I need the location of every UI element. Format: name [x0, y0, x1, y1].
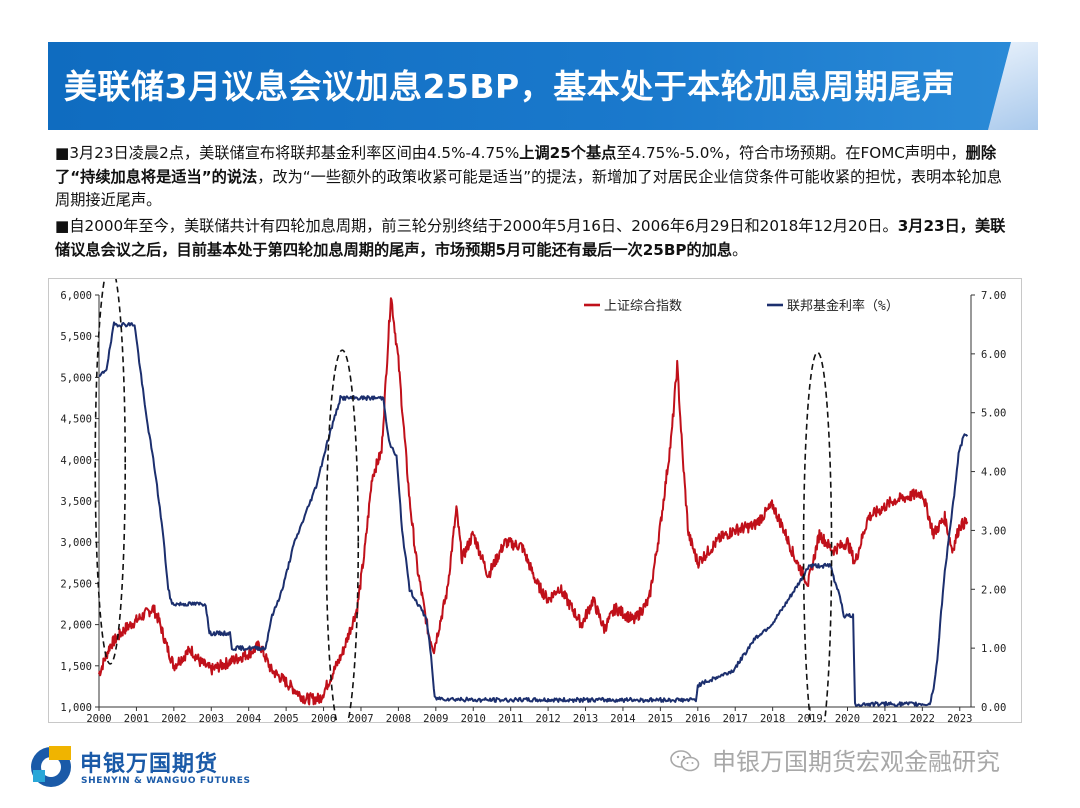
dashed-ellipse-1 [325, 349, 360, 736]
p1-run-2: 至4.75%-5.0%，符合市场预期。在FOMC声明中， [616, 144, 966, 162]
legend-label-0: 上证综合指数 [604, 299, 682, 314]
y-right-tick-label: 1.00 [981, 643, 1006, 655]
footer [25, 740, 77, 790]
x-tick-label: 2023 [947, 713, 972, 722]
watermark-text: 申银万国期货宏观金融研究 [712, 748, 1000, 776]
x-tick-label: 2020 [835, 713, 860, 722]
chart-legend: 上证综合指数 联邦基金利率（%） [584, 298, 899, 314]
series-line-1 [98, 321, 969, 707]
company-name: 申银万国期货 [80, 752, 219, 777]
title-banner [48, 42, 1033, 130]
chart-panel: 1,000 1,500 2,000 2,500 3,000 3,500 4,000 4,500… [48, 263, 1022, 750]
chart-series [98, 297, 969, 707]
wechat-icon [670, 750, 700, 772]
p1-run-1: 上调25个基点 [519, 144, 617, 162]
x-tick-label: 2021 [872, 713, 897, 722]
y-right-tick-label: 0.00 [981, 702, 1006, 714]
x-tick-label: 2009 [423, 713, 448, 722]
y-left-tick-label: 2,500 [60, 578, 92, 590]
page-title: 美联储3月议息会议加息25BP，基本处于本轮加息周期尾声 [64, 67, 956, 106]
y-left-tick-label: 2,000 [60, 620, 92, 632]
p2-run-1: 3月23日，美联储议息会议之后，目前基本处于第四轮加息周期的尾声，市场预期5月可… [55, 217, 1006, 259]
x-tick-label: 2000 [86, 713, 111, 722]
p2-run-0: ■自2000年至今，美联储共计有四轮加息周期，前三轮分别终结于2000年5月16… [55, 217, 898, 235]
paragraph-2: ■自2000年至今，美联储共计有四轮加息周期，前三轮分别终结于2000年5月16… [55, 215, 1015, 262]
x-tick-label: 2010 [461, 713, 486, 722]
x-tick-label: 2003 [199, 713, 224, 722]
x-tick-label: 2018 [760, 713, 785, 722]
y-right-tick-label: 6.00 [981, 349, 1006, 361]
company-logo-icon [31, 746, 71, 787]
y-left-tick-label: 5,000 [60, 372, 92, 384]
x-tick-label: 2001 [124, 713, 149, 722]
x-tick-label: 2006 [311, 713, 336, 722]
p1-run-4: ，改为“一些额外的政策收紧可能是适当”的提法，新增加了对居民企业信贷条件可能收紧… [55, 167, 1002, 210]
y-left-tick-label: 1,500 [60, 661, 92, 673]
y-left-tick-label: 5,500 [60, 331, 92, 343]
chart-axes: 1,000 1,500 2,000 2,500 3,000 3,500 4,000 4,500… [60, 290, 1006, 725]
x-tick-label: 2014 [610, 713, 635, 722]
x-tick-label: 2008 [386, 713, 411, 722]
y-right-tick-label: 5.00 [981, 408, 1006, 420]
y-right-tick-label: 7.00 [981, 290, 1006, 302]
y-left-tick-label: 3,500 [60, 496, 92, 508]
p1-run-3: 删除了“持续加息将是适当”的说法 [55, 144, 997, 186]
x-tick-label: 2004 [236, 713, 261, 722]
p2-run-2: 。 [732, 240, 748, 259]
dashed-ellipse-0 [94, 263, 127, 665]
x-tick-label: 2013 [573, 713, 598, 722]
paragraph-1: ■3月23日凌晨2点，美联储宣布将联邦基金利率区间由4.5%-4.75%上调25… [55, 142, 1015, 213]
x-tick-label: 2022 [910, 713, 935, 722]
y-right-tick-label: 3.00 [981, 525, 1006, 537]
series-line-0 [98, 297, 969, 706]
y-left-tick-label: 4,500 [60, 414, 92, 426]
x-tick-label: 2016 [685, 713, 710, 722]
p1-run-0: ■3月23日凌晨2点，美联储宣布将联邦基金利率区间由4.5%-4.75% [55, 144, 520, 162]
x-tick-label: 2002 [161, 713, 186, 722]
chart-svg: 1,000 1,500 2,000 2,500 3,000 3,500 4,000 4,500… [60, 263, 1006, 750]
company-name-en: SHENYIN & WANGUO FUTURES [81, 776, 251, 786]
x-tick-label: 2007 [348, 713, 373, 722]
y-right-tick-label: 4.00 [981, 467, 1006, 479]
x-tick-label: 2011 [498, 713, 523, 722]
y-left-tick-label: 6,000 [60, 290, 92, 302]
legend-label-1: 联邦基金利率（%） [787, 298, 899, 314]
dashed-ellipse-2 [802, 351, 833, 750]
chart-annotations [94, 263, 833, 750]
watermark: 申银万国期货宏观金融研究 [670, 742, 1000, 777]
y-right-tick-label: 2.00 [981, 584, 1006, 596]
x-tick-label: 2005 [273, 713, 298, 722]
x-tick-label: 2015 [648, 713, 673, 722]
y-left-tick-label: 1,000 [60, 702, 92, 714]
y-left-tick-label: 4,000 [60, 455, 92, 467]
x-tick-label: 2012 [535, 713, 560, 722]
y-left-tick-label: 3,000 [60, 537, 92, 549]
x-tick-label: 2017 [723, 713, 748, 722]
